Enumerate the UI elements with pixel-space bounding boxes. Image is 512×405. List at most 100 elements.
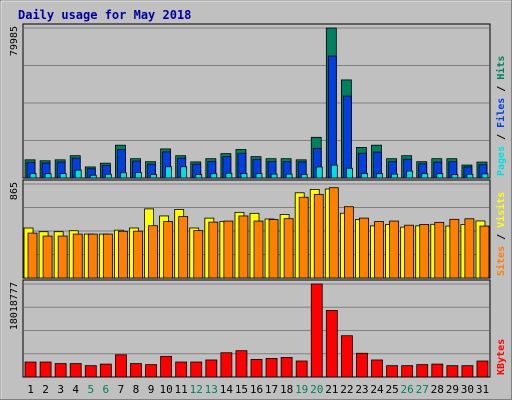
bar-pages-day-28	[436, 173, 444, 179]
bar-sites-day-6	[102, 233, 113, 279]
bar-kbytes-day-23	[356, 352, 368, 378]
legend-entry: Visits	[495, 192, 507, 228]
panel-hits-background	[22, 23, 491, 179]
legend-entry: Pages	[496, 146, 507, 176]
x-tick-label-day-14: 14	[220, 383, 234, 396]
x-tick-label-day-23: 23	[355, 383, 368, 396]
bar-kbytes-day-24	[371, 359, 383, 378]
x-tick-label-day-22: 22	[340, 383, 353, 396]
bar-kbytes-day-12	[190, 361, 203, 378]
bar-pages-day-10	[165, 166, 173, 179]
bar-sites-day-30	[464, 218, 475, 279]
bar-kbytes-day-7	[115, 354, 127, 378]
bar-pages-day-1	[29, 173, 37, 179]
bar-sites-day-12	[193, 230, 204, 279]
bar-sites-day-26	[404, 224, 415, 279]
x-tick-label-day-17: 17	[265, 383, 278, 396]
bar-pages-day-3	[59, 173, 67, 179]
x-tick-label-day-3: 3	[57, 383, 64, 396]
x-tick-label-day-27: 27	[416, 383, 429, 396]
panel-hits: 79985 Pages / Files / Hits	[9, 23, 507, 179]
bar-pages-day-6	[104, 173, 112, 179]
panel-hits-legend: Pages / Files / Hits	[495, 56, 507, 176]
x-tick-label-day-29: 29	[446, 383, 459, 396]
bar-pages-day-14	[225, 172, 233, 179]
bar-sites-day-3	[57, 235, 68, 279]
x-tick-label-day-18: 18	[280, 383, 293, 396]
x-tick-label-day-15: 15	[235, 383, 248, 396]
bar-pages-day-16	[255, 173, 263, 179]
bar-sites-day-18	[283, 218, 294, 279]
bar-sites-day-28	[434, 221, 445, 279]
bar-kbytes-day-28	[431, 363, 444, 378]
x-tick-label-day-9: 9	[148, 383, 155, 396]
bar-pages-day-17	[270, 173, 278, 179]
x-tick-label-day-7: 7	[118, 383, 125, 396]
panel-kbytes: 18018777 KBytes	[9, 279, 507, 378]
bar-sites-day-5	[87, 233, 98, 279]
x-tick-label-day-21: 21	[325, 383, 338, 396]
bar-pages-day-29	[451, 174, 459, 179]
bar-files-day-21	[327, 55, 337, 179]
bar-pages-day-30	[466, 173, 474, 179]
bar-pages-day-11	[180, 166, 188, 179]
x-tick-label-day-20: 20	[310, 383, 323, 396]
bar-sites-day-8	[133, 230, 143, 279]
legend-entry: Sites	[495, 246, 507, 276]
bar-sites-day-21	[328, 187, 339, 279]
bar-sites-day-22	[343, 206, 354, 279]
bar-kbytes-day-14	[220, 352, 233, 378]
panel-visits: 865 Sites / Visits	[9, 179, 507, 279]
bar-sites-day-7	[118, 230, 128, 279]
bar-sites-day-17	[268, 219, 279, 279]
x-tick-label-day-26: 26	[401, 383, 414, 396]
bar-sites-day-14	[223, 220, 234, 279]
panel-kbytes-max-label: 18018777	[9, 282, 20, 330]
bar-sites-day-4	[72, 233, 83, 279]
legend-entry: /	[496, 228, 507, 246]
bar-kbytes-day-11	[175, 361, 188, 378]
bar-kbytes-day-2	[39, 361, 52, 378]
bar-kbytes-day-22	[340, 335, 353, 378]
bar-pages-day-15	[240, 173, 248, 179]
bar-pages-day-22	[345, 167, 353, 179]
x-tick-label-day-12: 12	[190, 383, 203, 396]
bar-kbytes-day-4	[69, 363, 82, 378]
x-tick-label-day-30: 30	[461, 383, 474, 396]
bar-kbytes-day-31	[476, 360, 489, 378]
bar-sites-day-16	[253, 220, 264, 279]
bar-kbytes-day-26	[401, 365, 414, 378]
bar-pages-day-13	[210, 173, 218, 179]
bar-kbytes-day-19	[295, 360, 308, 378]
bar-pages-day-12	[195, 174, 203, 179]
x-tick-label-day-5: 5	[87, 383, 94, 396]
bar-pages-day-23	[361, 173, 368, 179]
x-tick-label-day-25: 25	[385, 383, 398, 396]
bar-pages-day-26	[406, 170, 414, 179]
x-axis-day-labels: 1 2 3 4 5 6 7 8 9 10 11 12 13 14 15 16 17 18 19 20 21 22 23 24 2…	[27, 383, 489, 396]
bar-sites-day-23	[359, 217, 369, 279]
legend-entry: KBytes	[496, 339, 507, 375]
bar-sites-day-20	[313, 194, 324, 279]
bar-pages-day-31	[481, 173, 489, 179]
x-tick-label-day-10: 10	[159, 383, 172, 396]
x-tick-label-day-2: 2	[42, 383, 49, 396]
x-tick-label-day-1: 1	[27, 383, 34, 396]
bar-sites-day-25	[389, 220, 399, 279]
x-tick-label-day-11: 11	[175, 383, 188, 396]
bar-kbytes-day-30	[461, 365, 474, 378]
bar-kbytes-day-27	[416, 364, 429, 378]
bar-kbytes-day-3	[54, 363, 67, 378]
bar-pages-day-5	[89, 174, 97, 179]
bar-sites-day-11	[178, 216, 189, 279]
bar-sites-day-31	[479, 225, 490, 279]
bar-kbytes-day-8	[130, 363, 142, 378]
legend-entry: /	[496, 80, 507, 98]
bar-kbytes-day-1	[24, 361, 37, 378]
bar-kbytes-day-21	[325, 310, 338, 378]
bar-sites-day-15	[238, 215, 249, 279]
x-tick-label-day-31: 31	[476, 383, 489, 396]
bar-pages-day-25	[391, 173, 398, 179]
